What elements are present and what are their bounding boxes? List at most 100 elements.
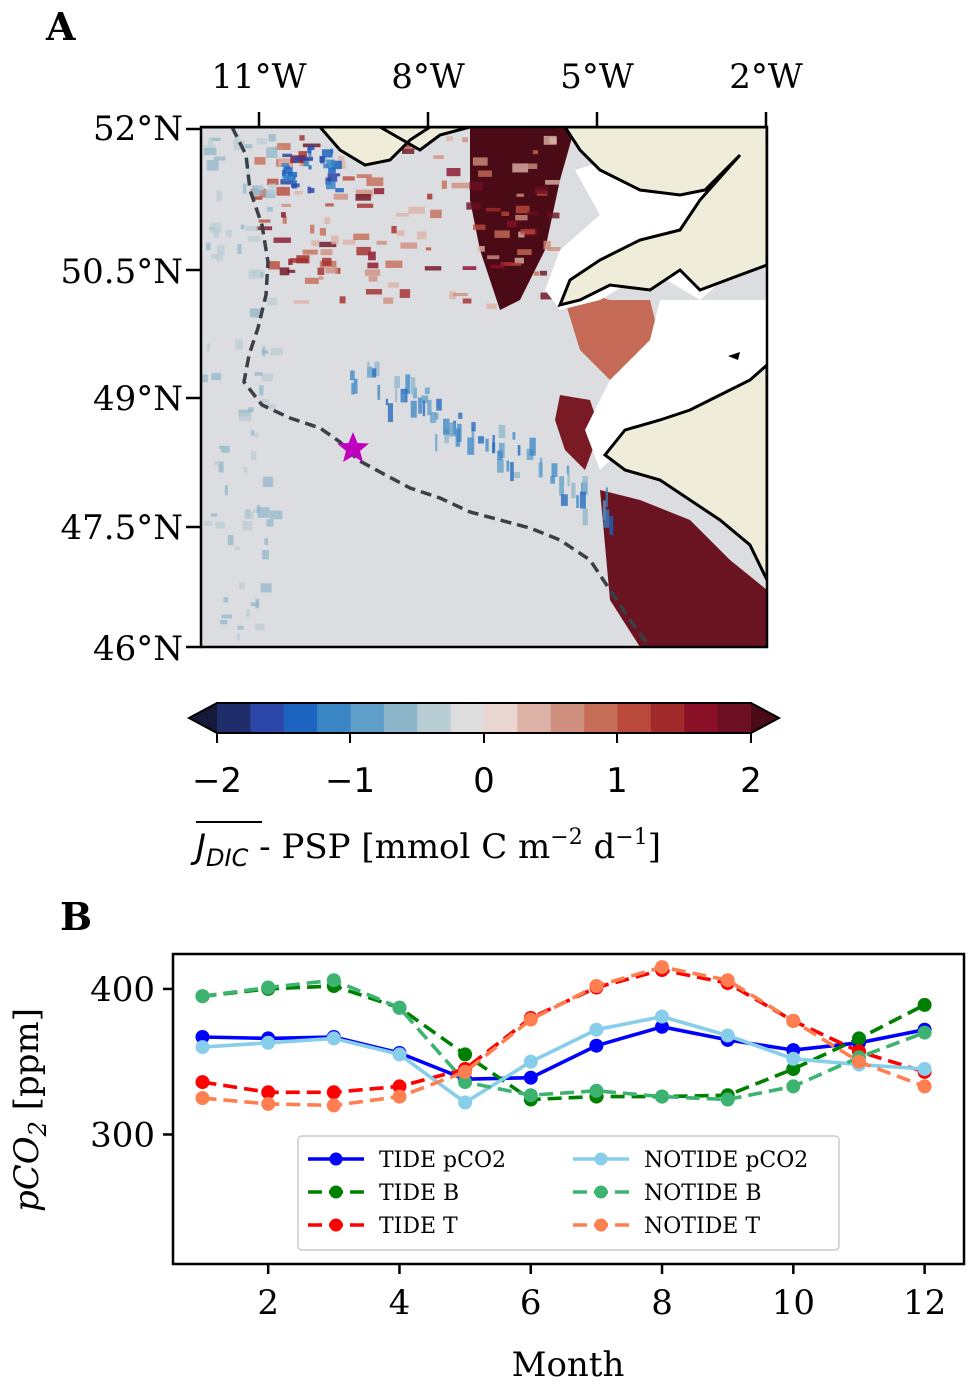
map-patch [262,550,269,560]
colorbar-segment [684,703,719,733]
map-patch [303,160,310,167]
map-patch [486,303,497,310]
colorbar-tick-label: 2 [740,761,762,801]
map-patch [293,300,310,304]
map-patch [336,173,341,177]
colorbar-tick-label: −1 [325,761,375,801]
map-patch [246,609,250,617]
map-patch [310,188,315,193]
map-patch [252,185,263,195]
colorbar-label-symbol: J [190,827,206,867]
map-patch [317,267,325,275]
map-patch [307,149,312,154]
map-patch [500,262,513,266]
map-patch [538,462,543,478]
map-patch [401,148,415,154]
map-patch [211,373,221,381]
map-patch [254,432,259,438]
x-tick-label: 10 [772,1283,815,1323]
series-point [326,1098,341,1113]
series-point [589,1038,604,1053]
map-patch [243,144,253,149]
map-patch [257,507,270,518]
map-patch [220,619,228,625]
map-patch [279,267,290,276]
map-patch [457,423,462,442]
map-patch [498,424,506,438]
map-patch [547,247,561,251]
map-patch [258,186,265,191]
map-patch [267,178,279,185]
x-tick-label: 12 [903,1283,946,1323]
map-patch [287,171,298,178]
map-patch [388,282,399,288]
map-patch [353,378,358,394]
map-patch [281,212,286,218]
colorbar-segment [717,703,752,733]
map-patch [567,467,570,487]
map-patch [342,239,356,245]
colorbar-segment [617,703,652,733]
map-patch [267,298,278,306]
map-patch [302,156,313,161]
y-tick-label: 400 [90,970,155,1010]
series-point [589,1083,604,1098]
land-france [602,362,767,581]
map-patch [355,189,373,197]
map-patch [533,271,539,276]
map-patch [247,167,251,176]
series-point [326,1085,341,1100]
map-patch [372,368,377,378]
map-patch [266,206,273,212]
map-patch [512,432,516,440]
series-point [655,1019,669,1034]
colorbar-segment [650,703,685,733]
map-patch [239,412,252,422]
lat-tick-label: 52°N [93,109,183,149]
series-point [458,1075,473,1090]
series-point [392,1000,407,1015]
map-patch [268,134,276,142]
map-patch [233,140,245,151]
map-patch [273,237,291,243]
map-patch [225,230,232,238]
shelf-break-line [230,127,652,647]
map-patch [319,228,326,236]
map-patch [478,170,492,177]
map-patch [424,387,430,394]
chart-axes: 2 4 6 8 10 12 300 400 [90,970,946,1323]
map-patch [216,190,223,202]
map-patch [252,196,263,200]
map-patch [261,373,273,382]
map-patch [278,157,293,166]
series-point [261,1035,276,1050]
map-patch [322,257,332,266]
map-patch [310,224,315,234]
map-patch [399,289,411,298]
map-field-patches [201,127,767,647]
map-patch [282,153,292,157]
legend-marker [594,1152,608,1166]
map-patch [421,395,429,403]
map-patch [559,476,565,496]
map-patch [453,293,468,297]
map-patch [258,219,271,223]
map-patch [534,186,549,194]
map-patch [218,461,224,473]
panel-b-label: B [60,894,92,939]
map-patch [467,437,475,455]
map-patch [365,289,382,295]
map-patch [543,240,551,250]
map-patch [206,243,211,251]
map-patch [425,247,432,251]
series-point [523,1054,538,1069]
map-patch [471,422,476,432]
map-patch [281,203,291,207]
colorbar-segment [217,703,251,733]
map-patch [433,155,444,159]
map-patch [498,442,505,458]
map-patch [424,266,442,271]
map-patch [294,190,303,195]
colorbar-tick-label: −2 [192,761,242,801]
x-tick-label: 8 [651,1283,673,1323]
